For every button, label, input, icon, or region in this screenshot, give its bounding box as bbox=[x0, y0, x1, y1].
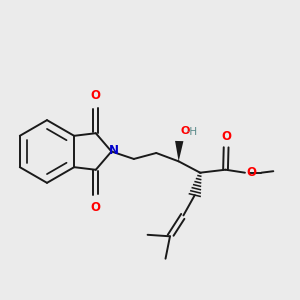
Polygon shape bbox=[175, 141, 183, 161]
Text: N: N bbox=[109, 144, 119, 158]
Text: O: O bbox=[91, 89, 101, 102]
Text: ·H: ·H bbox=[186, 127, 197, 137]
Text: O: O bbox=[181, 126, 190, 136]
Text: O: O bbox=[91, 200, 101, 214]
Text: methyl: methyl bbox=[264, 172, 269, 173]
Text: O: O bbox=[222, 130, 232, 142]
Text: O: O bbox=[246, 166, 256, 179]
